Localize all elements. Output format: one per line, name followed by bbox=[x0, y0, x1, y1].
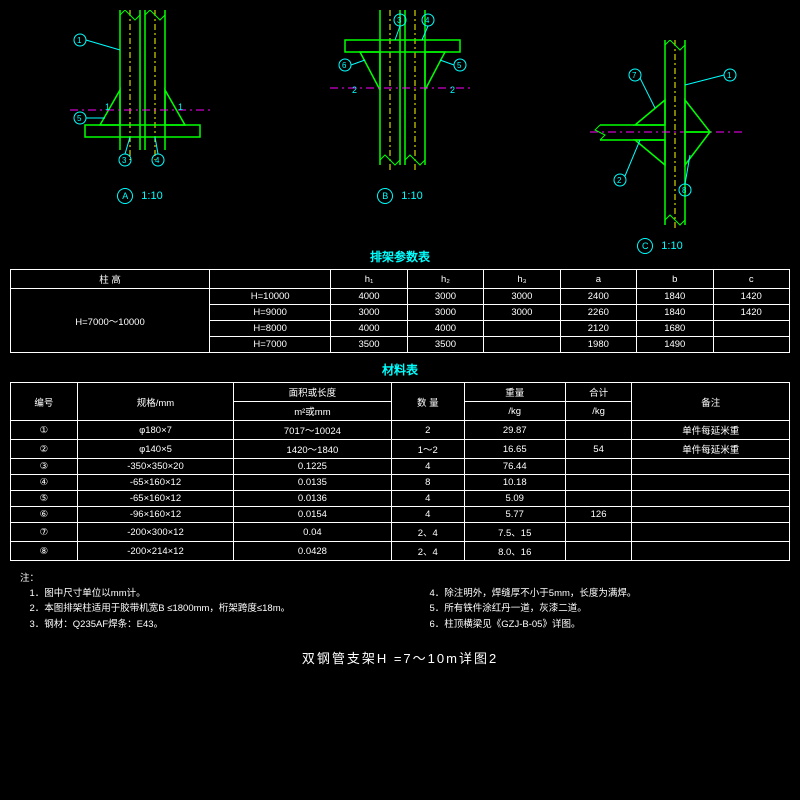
diagram-a-label: A 1:10 bbox=[117, 188, 162, 204]
diagram-b: 2 2 3 4 6 5 B 1:10 bbox=[310, 10, 490, 204]
diagram-a-id: A bbox=[117, 188, 133, 204]
svg-text:5: 5 bbox=[77, 114, 82, 123]
svg-text:2: 2 bbox=[450, 85, 455, 95]
svg-text:4: 4 bbox=[425, 16, 430, 25]
svg-text:1: 1 bbox=[105, 102, 110, 112]
svg-text:1: 1 bbox=[727, 71, 732, 80]
svg-text:7: 7 bbox=[632, 71, 637, 80]
diagram-c-scale: 1:10 bbox=[661, 240, 682, 252]
diagram-c-label: C 1:10 bbox=[637, 238, 682, 254]
svg-text:4: 4 bbox=[155, 156, 160, 165]
diagram-b-id: B bbox=[377, 188, 393, 204]
notes-right: 4．除注明外，焊缝厚不小于5mm，长度为满焊。 5．所有铁件涂红丹一道，灰漆二道… bbox=[420, 571, 780, 632]
notes: 注： 1．图中尺寸单位以mm计。 2．本图排架柱适用于胶带机宽B ≤1800mm… bbox=[10, 567, 790, 636]
diagram-a-svg: 1 1 1 5 3 4 bbox=[50, 10, 230, 180]
svg-text:8: 8 bbox=[682, 186, 687, 195]
mat-table-title: 材料表 bbox=[10, 361, 790, 378]
svg-text:2: 2 bbox=[617, 176, 622, 185]
notes-left: 注： 1．图中尺寸单位以mm计。 2．本图排架柱适用于胶带机宽B ≤1800mm… bbox=[20, 571, 380, 632]
diagram-b-scale: 1:10 bbox=[401, 190, 422, 202]
svg-text:2: 2 bbox=[352, 85, 357, 95]
diagram-b-label: B 1:10 bbox=[377, 188, 422, 204]
diagram-c-svg: 7 1 2 8 bbox=[570, 40, 750, 230]
diagram-c-id: C bbox=[637, 238, 653, 254]
footer-title: 双钢管支架H =7～10m详图2 bbox=[10, 648, 790, 667]
svg-text:5: 5 bbox=[457, 61, 462, 70]
diagram-a-scale: 1:10 bbox=[141, 190, 162, 202]
svg-text:1: 1 bbox=[178, 102, 183, 112]
diagram-b-svg: 2 2 3 4 6 5 bbox=[310, 10, 490, 180]
svg-text:1: 1 bbox=[77, 36, 82, 45]
svg-text:3: 3 bbox=[122, 156, 127, 165]
svg-text:3: 3 bbox=[397, 16, 402, 25]
param-table: 柱 高h₁h₂h₃abc H=7000～10000H=1000040003000… bbox=[10, 269, 790, 353]
diagram-row: 1 1 1 5 3 4 A 1:10 bbox=[10, 10, 790, 240]
mat-table: 编号规格/mm面积或长度数 量重量合计备注 m²或mm/kg/kg ①φ180×… bbox=[10, 382, 790, 561]
diagram-c: 7 1 2 8 C 1:10 bbox=[570, 40, 750, 254]
svg-text:6: 6 bbox=[342, 61, 347, 70]
diagram-a: 1 1 1 5 3 4 A 1:10 bbox=[50, 10, 230, 204]
